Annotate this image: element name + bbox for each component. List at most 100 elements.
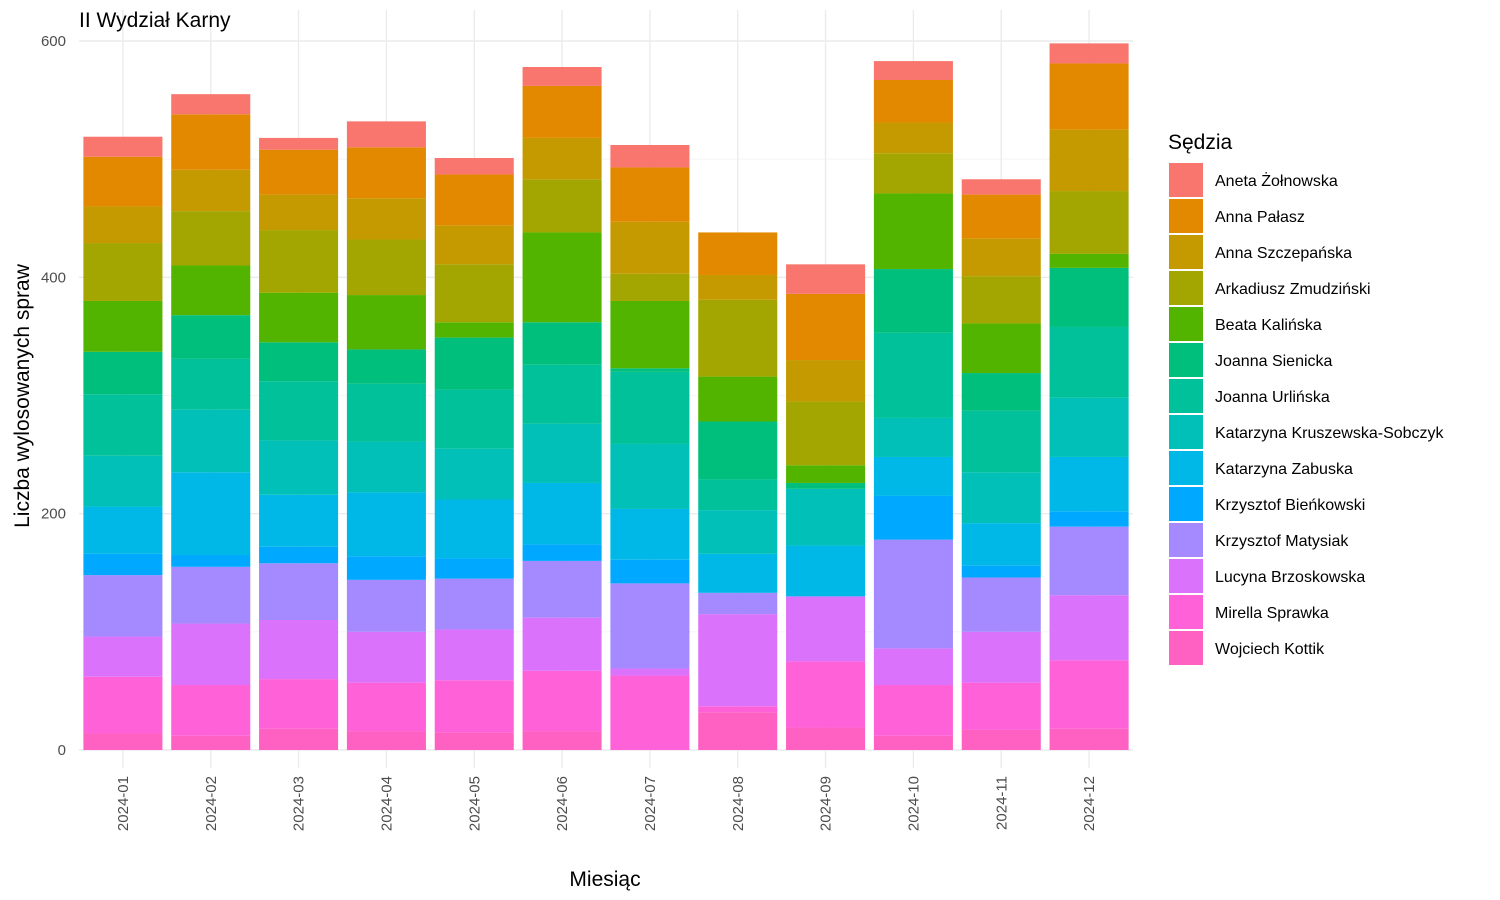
bar-segment	[698, 232, 778, 275]
legend-label: Anna Szczepańska	[1215, 245, 1352, 262]
bar-segment	[698, 299, 778, 377]
bar-segment	[961, 410, 1041, 473]
bar-segment	[434, 337, 514, 390]
x-tick-label: 2024-01	[115, 776, 132, 831]
bar-segment	[83, 136, 163, 157]
legend-label: Mirella Sprawka	[1215, 605, 1329, 622]
bar-segment	[873, 80, 953, 123]
bar-segment	[786, 264, 866, 294]
bar-segment	[610, 371, 690, 444]
bar-segment	[961, 194, 1041, 239]
legend-swatch	[1169, 559, 1203, 593]
bar-segment	[522, 179, 602, 233]
bar-segment	[786, 401, 866, 466]
bar-segment	[346, 147, 426, 199]
bar-segment	[171, 623, 251, 686]
bar-segment	[171, 735, 251, 750]
x-tick-label: 2024-04	[378, 776, 395, 831]
bar-segment	[610, 368, 690, 372]
bar-segment	[698, 553, 778, 593]
bar-segment	[698, 479, 778, 511]
bar-segment	[873, 153, 953, 194]
bar-segment	[522, 322, 602, 365]
bar-segment	[961, 323, 1041, 374]
bar-segment	[522, 731, 602, 750]
legend-label: Arkadiusz Zmudziński	[1215, 281, 1371, 298]
bar-segment	[434, 389, 514, 449]
bar-segment	[171, 555, 251, 567]
bar-segment	[259, 679, 339, 729]
x-tick-label: 2024-09	[818, 776, 835, 831]
x-tick-label: 2024-08	[730, 776, 747, 831]
bar-segment	[434, 680, 514, 733]
bar-segment	[786, 465, 866, 483]
y-tick-label: 200	[41, 506, 66, 523]
x-axis: 2024-01 2024-02 2024-03 2024-04 2024-05 2024-…	[115, 776, 1098, 831]
bar-segment	[259, 728, 339, 750]
bar-segment	[171, 566, 251, 624]
bar-segment	[1049, 63, 1129, 130]
bar-segment	[171, 315, 251, 359]
bar-segment	[346, 682, 426, 732]
bar-segment	[522, 482, 602, 545]
bar-segment	[610, 583, 690, 669]
bar-segment	[259, 494, 339, 547]
bar-segment	[259, 440, 339, 495]
y-tick-label: 400	[41, 269, 66, 286]
bar-segment	[171, 472, 251, 556]
bar-segment	[259, 342, 339, 382]
legend-label: Beata Kalińska	[1215, 317, 1322, 334]
bar-segment	[83, 394, 163, 456]
bar-segment	[346, 441, 426, 493]
bar-segment	[961, 276, 1041, 324]
bar-segment	[522, 232, 602, 323]
bar-segment	[171, 94, 251, 115]
bar-segment	[171, 169, 251, 212]
legend-label: Aneta Żołnowska	[1215, 171, 1338, 190]
bar-segment	[698, 712, 778, 750]
y-tick-label: 600	[41, 33, 66, 50]
y-tick-label: 0	[58, 742, 66, 759]
bar-segment	[786, 482, 866, 489]
legend-label: Joanna Sienicka	[1215, 353, 1333, 370]
bar-segment	[83, 553, 163, 576]
bar-segment	[610, 675, 690, 750]
legend-swatch	[1169, 487, 1203, 521]
bar-segment	[610, 167, 690, 222]
bar-segment	[1049, 526, 1129, 596]
bar-segment	[522, 85, 602, 138]
legend-swatch	[1169, 631, 1203, 665]
legend-swatch	[1169, 271, 1203, 305]
bar-segment	[873, 648, 953, 686]
bar-segment	[610, 559, 690, 584]
bar-segment	[434, 578, 514, 630]
bar-segment	[1049, 253, 1129, 268]
bar-segment	[434, 558, 514, 579]
bar-segment	[83, 455, 163, 507]
legend-swatch	[1169, 379, 1203, 413]
x-tick-label: 2024-06	[554, 776, 571, 831]
bar-segment	[171, 358, 251, 410]
bar-segment	[346, 556, 426, 580]
bar-segment	[434, 157, 514, 175]
bar-segment	[873, 685, 953, 736]
bar-segment	[1049, 595, 1129, 661]
bar-segment	[873, 193, 953, 270]
bar-segment	[522, 670, 602, 732]
bar-segment	[786, 545, 866, 597]
bar-segment	[346, 295, 426, 350]
bar-segment	[1049, 129, 1129, 192]
chart-title: II Wydział Karny	[79, 9, 231, 32]
bar-segment	[873, 539, 953, 649]
bar-segment	[259, 381, 339, 441]
bar-segment	[171, 265, 251, 316]
bar-segment	[786, 293, 866, 361]
bar-segment	[346, 492, 426, 557]
bar-segment	[961, 682, 1041, 730]
bar-segment	[522, 617, 602, 671]
bar-segment	[610, 144, 690, 168]
bar-segment	[83, 351, 163, 395]
x-tick-label: 2024-11	[993, 776, 1010, 830]
bar-segment	[434, 629, 514, 681]
